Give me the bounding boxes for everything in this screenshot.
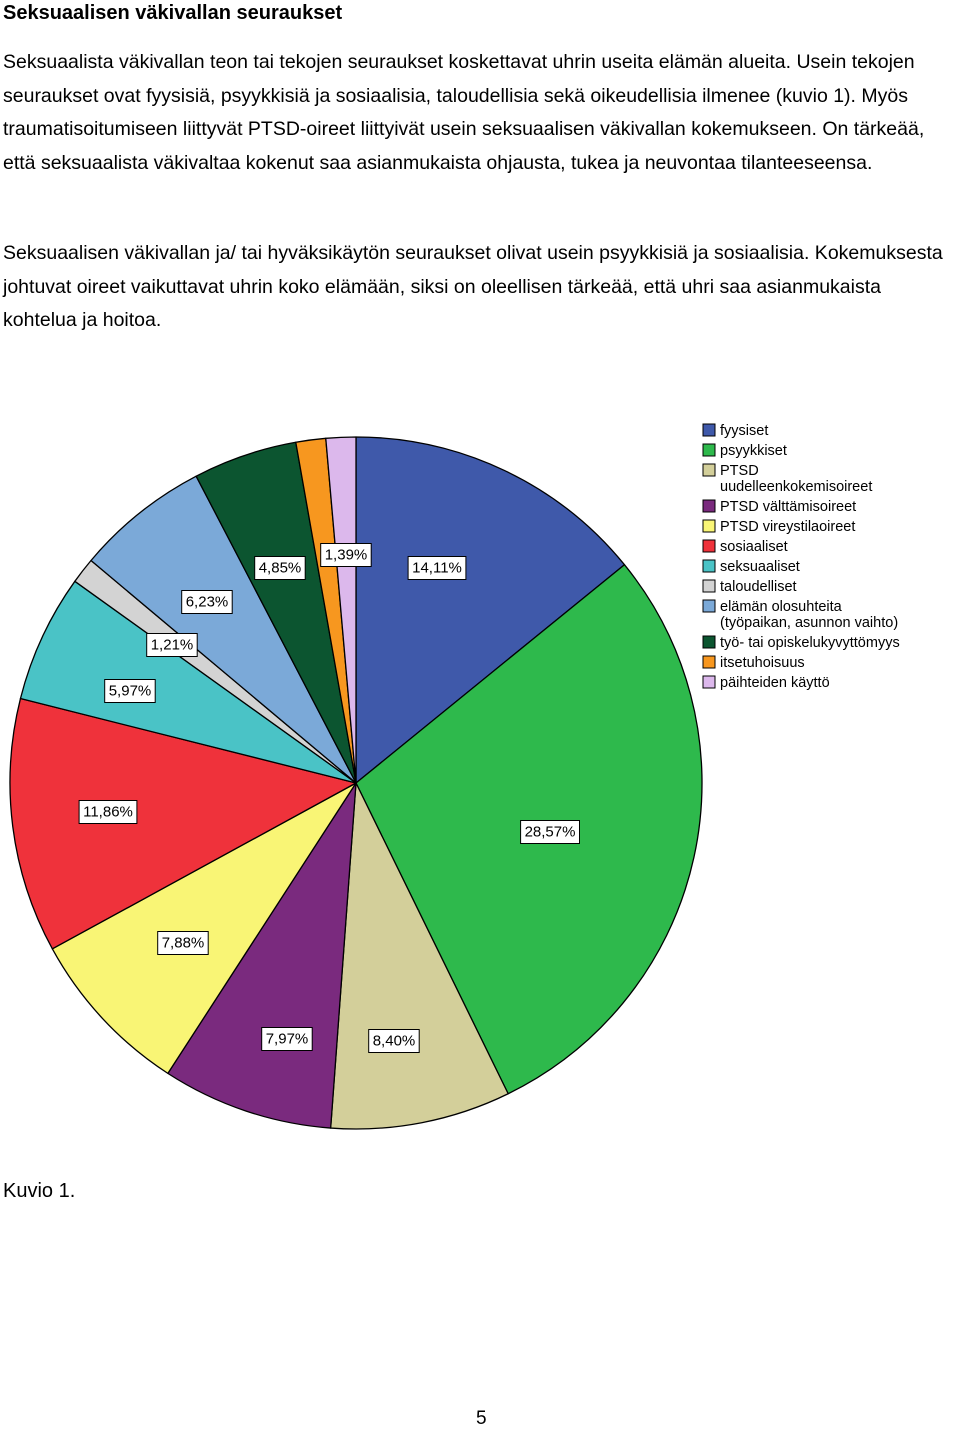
data-label-tyo-tai-opiskelukyvyttomyys: 4,85%: [254, 556, 306, 580]
data-label-sosiaaliset: 11,86%: [78, 800, 138, 824]
pie-slice-sosiaaliset: [9, 697, 357, 950]
legend-swatch: [702, 559, 716, 573]
legend-swatch: [702, 499, 716, 513]
legend-swatch: [702, 675, 716, 689]
svg-text:6,23%: 6,23%: [186, 594, 229, 611]
legend-item-ptsd-valttamisoireet: PTSD välttämisoireet: [702, 499, 856, 515]
data-label-fyysiset: 14,11%: [407, 556, 467, 580]
legend-item-sosiaaliset: sosiaaliset: [702, 539, 788, 555]
legend-item-psyykkiset: psyykkiset: [702, 443, 787, 459]
legend-item-paihteiden-kaytto: päihteiden käyttö: [702, 675, 830, 691]
legend-item-itsetuhoisuus: itsetuhoisuus: [702, 655, 805, 671]
legend-swatch: [702, 463, 716, 477]
legend-label: sosiaaliset: [720, 539, 788, 555]
svg-text:7,88%: 7,88%: [162, 935, 205, 952]
svg-text:7,97%: 7,97%: [266, 1031, 309, 1048]
svg-text:11,86%: 11,86%: [83, 804, 133, 821]
legend-swatch: [702, 579, 716, 593]
pie-slice-elaman-olosuhteita-tyopaikan-asunnon-vaihto: [90, 475, 357, 784]
data-label-taloudelliset: 1,21%: [146, 633, 198, 657]
legend-label: taloudelliset: [720, 579, 797, 595]
legend-item-ptsd-vireystilaoireet: PTSD vireystilaoireet: [702, 519, 855, 535]
legend-label: PTSD vireystilaoireet: [720, 519, 855, 535]
legend-swatch: [702, 635, 716, 649]
data-label-ptsd-uudelleenkokemisoireet: 8,40%: [368, 1029, 420, 1053]
data-label-elaman-olosuhteita-tyopaikan-asunnon-vaihto: 6,23%: [181, 590, 233, 614]
legend-swatch: [702, 539, 716, 553]
legend-label: psyykkiset: [720, 443, 787, 459]
pie-slice-fyysiset: [355, 436, 626, 784]
svg-text:14,11%: 14,11%: [412, 560, 462, 577]
legend-swatch: [702, 655, 716, 669]
svg-text:5,97%: 5,97%: [109, 683, 152, 700]
svg-text:4,85%: 4,85%: [259, 560, 302, 577]
data-label-ptsd-vireystilaoireet: 7,88%: [157, 931, 209, 955]
pie-slice-seksuaaliset: [19, 580, 357, 784]
legend-label: fyysiset: [720, 423, 768, 439]
data-label-ptsd-valttamisoireet: 7,97%: [261, 1027, 313, 1051]
legend-item-taloudelliset: taloudelliset: [702, 579, 797, 595]
body-paragraph-1: Seksuaalista väkivallan teon tai tekojen…: [3, 51, 925, 174]
legend-label: PTSD uudelleenkokemisoireet: [720, 463, 872, 495]
figure-caption: Kuvio 1.: [3, 1180, 76, 1202]
svg-text:1,39%: 1,39%: [325, 547, 368, 564]
legend-label: PTSD välttämisoireet: [720, 499, 856, 515]
pie-slice-ptsd-vireystilaoireet: [51, 782, 357, 1075]
svg-text:1,21%: 1,21%: [151, 637, 194, 654]
section-heading: Seksuaalisen väkivallan seuraukset: [3, 2, 343, 24]
chart-legend: fyysiset psyykkiset PTSD uudelleenkokemisoi…: [702, 423, 900, 691]
legend-swatch: [702, 443, 716, 457]
legend-item-ptsd-uudelleenkokemisoireet: PTSD uudelleenkokemisoireet: [702, 463, 872, 495]
legend-label: työ- tai opiskelukyvyttömyys: [720, 635, 900, 651]
pie-data-labels: 14,11% 28,57% 8,40% 7,97% 7,88% 11,86% 5,97% 1,…: [78, 543, 580, 1053]
legend-label: seksuaaliset: [720, 559, 800, 575]
data-label-seksuaaliset: 5,97%: [104, 679, 156, 703]
legend-item-fyysiset: fyysiset: [702, 423, 768, 439]
pie-slice-paihteiden-kaytto: [325, 436, 357, 784]
legend-label: itsetuhoisuus: [720, 655, 805, 671]
svg-text:28,57%: 28,57%: [525, 824, 576, 841]
pie-chart: 14,11% 28,57% 8,40% 7,97% 7,88% 11,86% 5,97% 1,…: [9, 423, 900, 1130]
legend-swatch: [702, 599, 716, 613]
legend-swatch: [702, 423, 716, 437]
legend-item-elaman-olosuhteita-tyopaikan-asunnon-vaihto: elämän olosuhteita (työpaikan, asunnon va…: [702, 599, 898, 631]
data-label-psyykkiset: 28,57%: [520, 820, 580, 844]
pie-slices: [9, 436, 703, 1130]
svg-text:8,40%: 8,40%: [373, 1033, 416, 1050]
legend-label: elämän olosuhteita (työpaikan, asunnon va…: [720, 599, 898, 631]
data-label-itsetuhoisuus: 1,39%: [320, 543, 372, 567]
legend-swatch: [702, 519, 716, 533]
legend-item-seksuaaliset: seksuaaliset: [702, 559, 800, 575]
legend-label: päihteiden käyttö: [720, 675, 830, 691]
body-paragraph-2: Seksuaalisen väkivallan ja/ tai hyväksik…: [3, 242, 943, 331]
legend-item-tyo-tai-opiskelukyvyttomyys: työ- tai opiskelukyvyttömyys: [702, 635, 900, 651]
page-number: 5: [476, 1408, 487, 1429]
